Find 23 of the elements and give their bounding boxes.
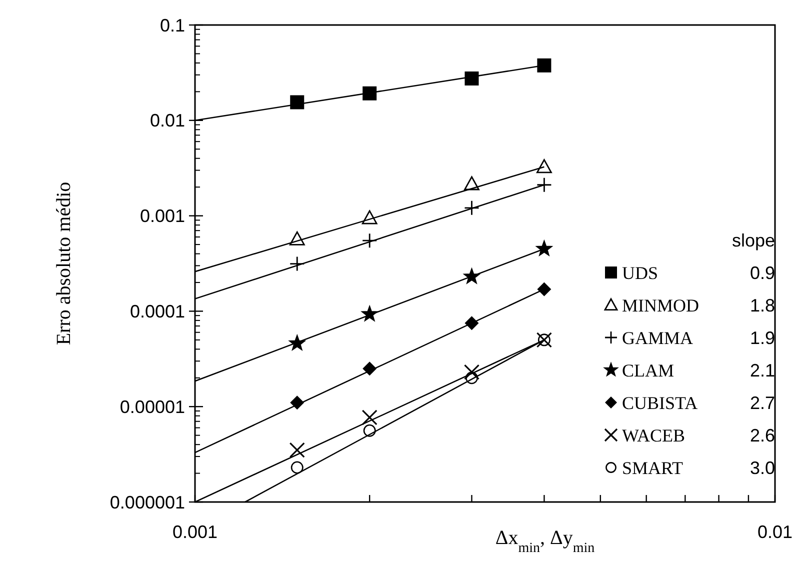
legend-label: UDS — [622, 262, 658, 283]
y-tick-label: 0.000001 — [110, 492, 185, 512]
legend-label: SMART — [622, 458, 683, 478]
legend-label: WACEB — [622, 425, 685, 446]
annotation: 1.8 — [750, 295, 775, 316]
legend-label: CLAM — [622, 360, 674, 380]
legend-label: MINMOD — [622, 295, 700, 316]
y-tick-label: 0.0001 — [130, 302, 185, 322]
annotation: 2.6 — [750, 425, 775, 446]
legend-label: CUBISTA — [622, 392, 698, 413]
annotation: 2.7 — [750, 392, 775, 413]
annotation: 2.1 — [750, 360, 775, 380]
x-axis-title: Δx$_{min}$, Δy$_{min}$ — [495, 527, 595, 556]
annotation: 1.9 — [750, 328, 775, 348]
y-tick-label: 0.00001 — [120, 396, 185, 417]
legend-label: GAMMA — [622, 328, 694, 348]
annotation: 0.9 — [750, 262, 775, 283]
y-tick-label: 0.1 — [160, 15, 185, 36]
y-axis-title: Erro absoluto médio — [53, 182, 75, 346]
annotation: 3.0 — [750, 458, 775, 478]
y-tick-label: 0.01 — [150, 110, 185, 131]
y-tick-label: 0.001 — [140, 206, 185, 226]
legend-title: slope — [732, 230, 775, 250]
